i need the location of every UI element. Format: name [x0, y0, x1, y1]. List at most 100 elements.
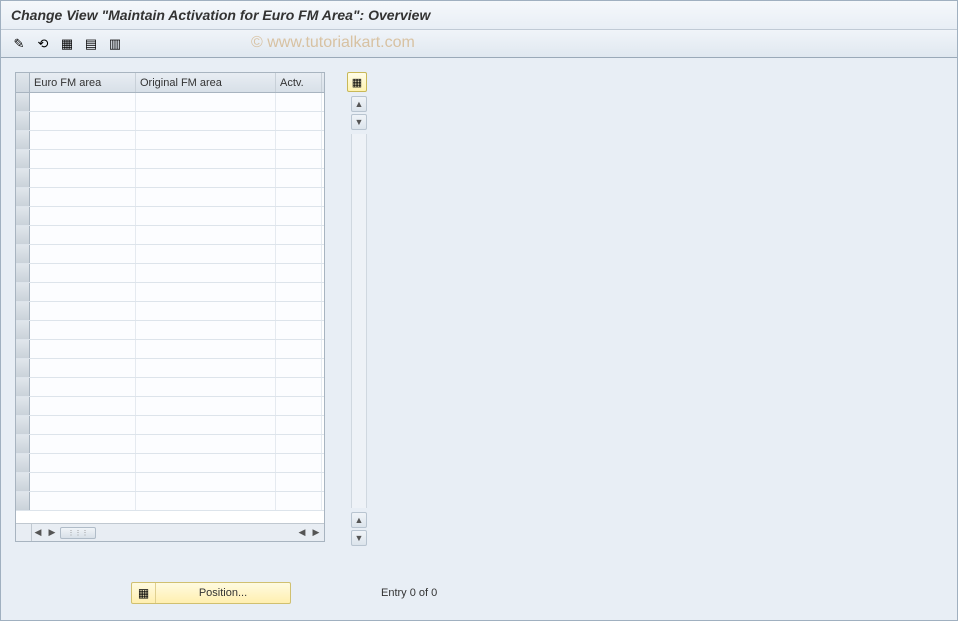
table-cell[interactable]	[276, 359, 322, 377]
row-selector[interactable]	[16, 245, 30, 263]
table-cell[interactable]	[136, 435, 276, 453]
table-cell[interactable]	[30, 245, 136, 263]
table-cell[interactable]	[136, 340, 276, 358]
table-cell[interactable]	[30, 283, 136, 301]
row-selector[interactable]	[16, 435, 30, 453]
table-cell[interactable]	[136, 131, 276, 149]
column-header-euro-fm[interactable]: Euro FM area	[30, 73, 136, 92]
table-cell[interactable]	[136, 397, 276, 415]
table-cell[interactable]	[30, 378, 136, 396]
table-cell[interactable]	[276, 131, 322, 149]
row-selector[interactable]	[16, 492, 30, 510]
vscroll-track[interactable]	[351, 134, 367, 508]
table-cell[interactable]	[136, 150, 276, 168]
table-cell[interactable]	[30, 302, 136, 320]
table-cell[interactable]	[30, 150, 136, 168]
table-cell[interactable]	[276, 340, 322, 358]
undo-icon[interactable]: ⟲	[33, 34, 53, 54]
table-cell[interactable]	[30, 397, 136, 415]
table-cell[interactable]	[136, 473, 276, 491]
row-selector[interactable]	[16, 416, 30, 434]
table-cell[interactable]	[136, 492, 276, 510]
table-cell[interactable]	[276, 226, 322, 244]
table-cell[interactable]	[136, 302, 276, 320]
table-cell[interactable]	[276, 378, 322, 396]
table-cell[interactable]	[30, 454, 136, 472]
table-cell[interactable]	[136, 188, 276, 206]
row-selector[interactable]	[16, 283, 30, 301]
select-block-icon[interactable]: ▤	[81, 34, 101, 54]
row-selector[interactable]	[16, 264, 30, 282]
table-cell[interactable]	[30, 473, 136, 491]
table-cell[interactable]	[276, 302, 322, 320]
table-cell[interactable]	[276, 188, 322, 206]
row-selector[interactable]	[16, 454, 30, 472]
table-cell[interactable]	[136, 93, 276, 111]
table-cell[interactable]	[30, 264, 136, 282]
scroll-up-icon[interactable]: ▲	[351, 96, 367, 112]
table-cell[interactable]	[136, 264, 276, 282]
scroll-left-icon[interactable]: ▶	[46, 527, 58, 539]
table-cell[interactable]	[276, 321, 322, 339]
table-cell[interactable]	[30, 207, 136, 225]
table-cell[interactable]	[276, 435, 322, 453]
hscroll-thumb[interactable]: ⋮⋮⋮	[60, 527, 96, 539]
table-cell[interactable]	[136, 454, 276, 472]
row-selector[interactable]	[16, 112, 30, 130]
row-selector[interactable]	[16, 321, 30, 339]
scroll-down-icon[interactable]: ▼	[351, 530, 367, 546]
row-selector[interactable]	[16, 397, 30, 415]
table-cell[interactable]	[276, 112, 322, 130]
position-button[interactable]: ▦ Position...	[131, 582, 291, 604]
deselect-all-icon[interactable]: ▥	[105, 34, 125, 54]
row-selector[interactable]	[16, 378, 30, 396]
table-cell[interactable]	[276, 492, 322, 510]
table-settings-icon[interactable]: ▦	[347, 72, 367, 92]
row-selector[interactable]	[16, 131, 30, 149]
table-cell[interactable]	[30, 435, 136, 453]
table-cell[interactable]	[276, 416, 322, 434]
edit-icon[interactable]: ✎	[9, 34, 29, 54]
table-cell[interactable]	[136, 112, 276, 130]
table-cell[interactable]	[30, 492, 136, 510]
column-header-actv[interactable]: Actv.	[276, 73, 322, 92]
table-cell[interactable]	[136, 378, 276, 396]
table-cell[interactable]	[30, 131, 136, 149]
table-cell[interactable]	[30, 188, 136, 206]
table-cell[interactable]	[276, 473, 322, 491]
row-selector[interactable]	[16, 473, 30, 491]
row-selector[interactable]	[16, 359, 30, 377]
row-selector[interactable]	[16, 169, 30, 187]
table-cell[interactable]	[136, 226, 276, 244]
scroll-left-fast-icon[interactable]: ◀	[32, 527, 44, 539]
row-selector[interactable]	[16, 150, 30, 168]
table-cell[interactable]	[136, 245, 276, 263]
column-header-original-fm[interactable]: Original FM area	[136, 73, 276, 92]
row-selector[interactable]	[16, 340, 30, 358]
table-cell[interactable]	[30, 416, 136, 434]
table-cell[interactable]	[276, 245, 322, 263]
table-cell[interactable]	[136, 169, 276, 187]
table-cell[interactable]	[136, 359, 276, 377]
scroll-right-icon[interactable]: ◀	[296, 527, 308, 539]
table-cell[interactable]	[276, 169, 322, 187]
table-cell[interactable]	[30, 169, 136, 187]
table-cell[interactable]	[30, 112, 136, 130]
scroll-up-small-icon[interactable]: ▲	[351, 512, 367, 528]
table-cell[interactable]	[276, 264, 322, 282]
table-cell[interactable]	[136, 283, 276, 301]
row-selector[interactable]	[16, 188, 30, 206]
table-cell[interactable]	[276, 283, 322, 301]
row-selector[interactable]	[16, 93, 30, 111]
table-cell[interactable]	[136, 416, 276, 434]
scroll-down-small-icon[interactable]: ▼	[351, 114, 367, 130]
row-selector-header[interactable]	[16, 73, 30, 92]
row-selector[interactable]	[16, 207, 30, 225]
row-selector[interactable]	[16, 226, 30, 244]
row-selector[interactable]	[16, 302, 30, 320]
table-cell[interactable]	[276, 207, 322, 225]
table-cell[interactable]	[136, 207, 276, 225]
table-cell[interactable]	[30, 340, 136, 358]
table-cell[interactable]	[276, 93, 322, 111]
scroll-right-fast-icon[interactable]: ▶	[310, 527, 322, 539]
